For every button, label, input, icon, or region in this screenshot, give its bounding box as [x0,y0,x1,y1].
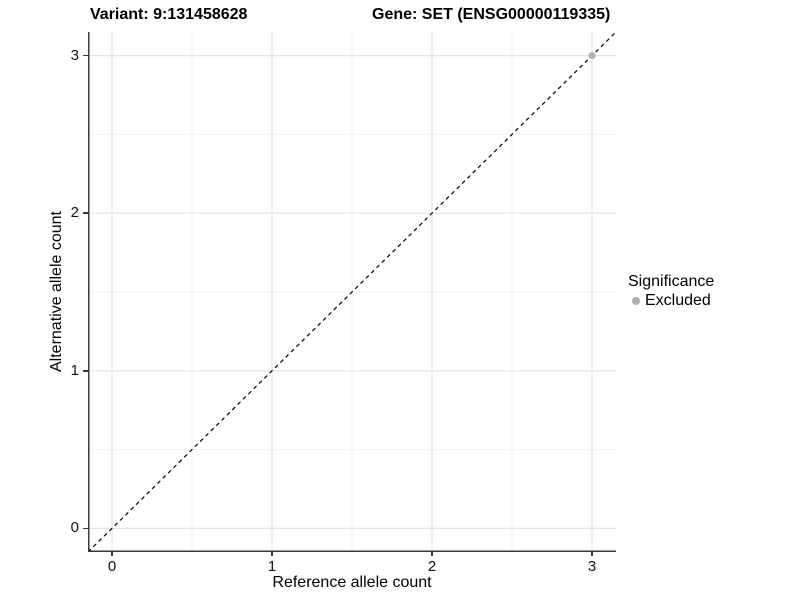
data-point [588,52,596,60]
y-tick-mark [83,527,88,530]
plot-canvas [88,32,616,552]
y-tick-label: 1 [70,361,79,379]
legend-entry-label: Excluded [645,292,711,309]
legend-entry-excluded: Excluded [628,292,714,310]
x-tick-label: 3 [587,558,597,575]
y-tick-mark [83,370,88,372]
plot-title-variant: Variant: 9:131458628 [90,6,248,23]
y-tick-label: 0 [70,519,79,537]
y-axis-title: Alternative allele count [48,211,65,373]
legend-title: Significance [628,273,715,290]
plot-title-gene: Gene: SET (ENSG00000119335) [372,6,611,23]
identity-line [88,32,616,552]
y-tick-mark [83,54,88,57]
x-tick-label: 1 [267,558,277,575]
plot-panel [88,32,616,552]
legend: Significance Excluded [628,272,714,310]
x-axis-title: Reference allele count [272,574,432,591]
x-tick-mark [431,552,433,556]
y-tick-label: 2 [70,204,79,222]
y-tick-mark [83,212,88,214]
x-tick-mark [111,552,113,556]
legend-point-icon [632,297,640,305]
x-tick-label: 2 [427,558,437,575]
x-tick-mark [271,552,273,556]
x-tick-label: 0 [107,558,117,575]
y-tick-label: 3 [70,46,79,64]
x-tick-mark [591,552,593,556]
